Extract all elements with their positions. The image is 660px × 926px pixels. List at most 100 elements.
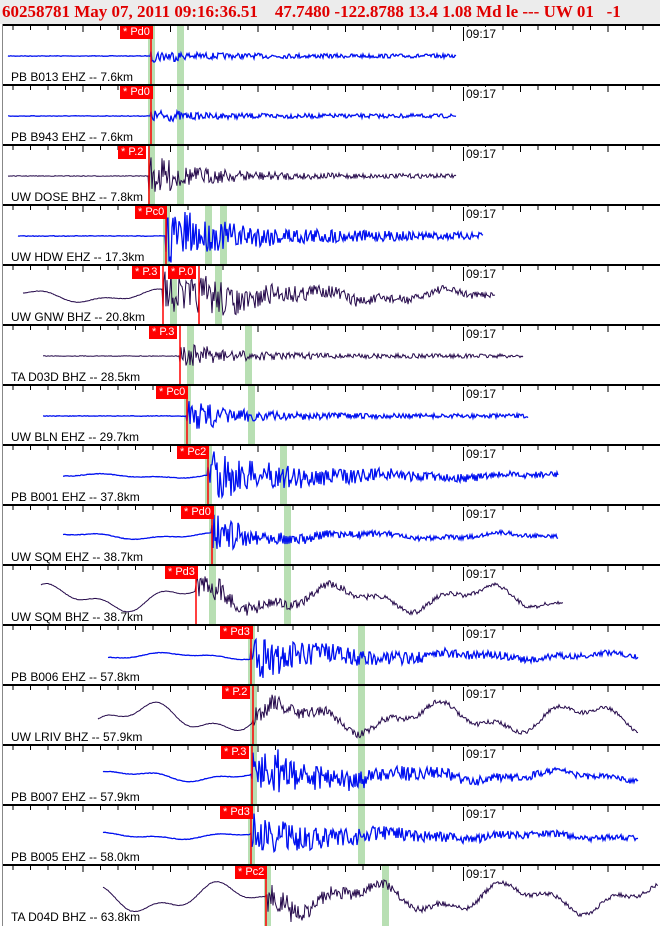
channel-label: UW SQM BHZ -- 38.7km	[11, 610, 144, 624]
phase-band	[284, 566, 291, 626]
time-label: 09:17	[463, 747, 497, 761]
waveform-trace	[7, 157, 457, 192]
waveform-trace	[22, 271, 496, 316]
phase-band	[245, 326, 252, 386]
pick-label[interactable]: * Pd3	[220, 806, 253, 819]
time-label: 09:17	[463, 87, 497, 101]
pick-label[interactable]: * Pd0	[181, 506, 214, 519]
waveform-plot	[12, 266, 644, 326]
pick-label[interactable]: * P.3	[132, 266, 161, 279]
channel-label: PB B013 EHZ -- 7.6km	[11, 70, 134, 84]
waveform-plot	[7, 146, 644, 206]
channel-row[interactable]: * P.3 09:17 PB B007 EHZ -- 57.9km	[3, 744, 660, 806]
channel-row[interactable]: * Pd0 09:17 PB B943 EHZ -- 7.6km	[3, 84, 660, 146]
time-label: 09:17	[463, 327, 497, 341]
time-label: 09:17	[463, 387, 497, 401]
time-label: 09:17	[463, 267, 497, 281]
channel-row[interactable]: * Pd0 09:17 PB B013 EHZ -- 7.6km	[3, 24, 660, 86]
waveform-plot	[12, 746, 644, 806]
waveform-plot	[12, 686, 644, 746]
pick-label[interactable]: * Pc2	[177, 446, 210, 459]
time-label: 09:17	[463, 687, 497, 701]
time-label: 09:17	[463, 567, 497, 581]
pick-label[interactable]: * P.3	[149, 326, 178, 339]
channel-label: TA D04D BHZ -- 63.8km	[11, 910, 141, 924]
pick-label[interactable]: * Pd0	[120, 86, 153, 99]
waveform-trace	[102, 813, 639, 854]
waveform-plot	[12, 506, 644, 566]
pick-label[interactable]: * Pc0	[135, 206, 168, 219]
pick-label[interactable]: * Pc0	[156, 386, 189, 399]
channel-row[interactable]: * P.2 09:17 UW DOSE BHZ -- 7.8km	[3, 144, 660, 206]
pick-label[interactable]: * P.3	[221, 746, 250, 759]
waveform-plot	[12, 386, 644, 446]
channel-row[interactable]: * Pc0 09:17 UW BLN EHZ -- 29.7km	[3, 384, 660, 446]
channel-row[interactable]: * Pc2 09:17 TA D04D BHZ -- 63.8km	[3, 864, 660, 926]
waveform-trace	[62, 451, 559, 500]
channel-label: PB B943 EHZ -- 7.6km	[11, 130, 134, 144]
channel-row[interactable]: * P.3 09:17 TA D03D BHZ -- 28.5km	[3, 324, 660, 386]
phase-band	[382, 866, 389, 926]
channel-row[interactable]: * P.2 09:17 UW LRIV BHZ -- 57.9km	[3, 684, 660, 746]
phase-band	[177, 146, 184, 206]
waveform-trace	[7, 50, 457, 64]
pick-label[interactable]: * P.2	[222, 686, 251, 699]
waveform-plot	[12, 446, 644, 506]
waveform-plot	[12, 326, 644, 386]
pick-label[interactable]: * P.2	[118, 146, 147, 159]
phase-band	[358, 686, 365, 746]
channel-row[interactable]: * Pd3 09:17 PB B005 EHZ -- 58.0km	[3, 804, 660, 866]
channel-label: UW HDW EHZ -- 17.3km	[11, 250, 145, 264]
waveform-trace	[17, 211, 484, 263]
waveform-trace	[62, 514, 559, 551]
channel-label: UW LRIV BHZ -- 57.9km	[11, 730, 143, 744]
time-label: 09:17	[463, 807, 497, 821]
waveform-trace	[102, 878, 659, 923]
phase-band	[250, 746, 257, 806]
channel-row[interactable]: * P.3 * P.0 09:17 UW GNW BHZ -- 20.8km	[3, 264, 660, 326]
channel-label: UW BLN EHZ -- 29.7km	[11, 430, 140, 444]
channel-label: UW DOSE BHZ -- 7.8km	[11, 190, 144, 204]
channel-label: UW SQM EHZ -- 38.7km	[11, 550, 144, 564]
phase-band	[209, 566, 216, 626]
seismogram-panel: * Pd0 09:17 PB B013 EHZ -- 7.6km * Pd0 09:17…	[2, 24, 660, 926]
pick-label[interactable]: * Pc2	[235, 866, 268, 879]
pick-label[interactable]: * Pd3	[220, 626, 253, 639]
waveform-plot	[12, 806, 644, 866]
channel-label: PB B005 EHZ -- 58.0km	[11, 850, 140, 864]
waveform-trace	[97, 694, 639, 739]
phase-band	[170, 266, 177, 326]
pick-label[interactable]: * Pd3	[165, 566, 198, 579]
phase-band	[358, 806, 365, 866]
pick-label[interactable]: * P.0	[168, 266, 197, 279]
waveform-trace	[8, 108, 457, 123]
time-label: 09:17	[463, 207, 497, 221]
channel-row[interactable]: * Pd3 09:17 PB B006 EHZ -- 57.8km	[3, 624, 660, 686]
event-header: 60258781 May 07, 2011 09:16:36.51 47.748…	[0, 0, 660, 24]
channel-label: PB B007 EHZ -- 57.9km	[11, 790, 140, 804]
time-label: 09:17	[463, 627, 497, 641]
waveform-plot	[12, 866, 659, 926]
time-label: 09:17	[463, 867, 497, 881]
time-label: 09:17	[463, 147, 497, 161]
time-label: 09:17	[463, 507, 497, 521]
pick-label[interactable]: * Pd0	[120, 26, 153, 39]
channel-label: TA D03D BHZ -- 28.5km	[11, 370, 141, 384]
waveform-trace	[102, 749, 639, 793]
waveform-trace	[107, 637, 639, 678]
phase-band	[284, 506, 291, 566]
time-label: 09:17	[463, 27, 497, 41]
time-label: 09:17	[463, 447, 497, 461]
waveform-trace	[40, 576, 564, 616]
channel-row[interactable]: * Pc0 09:17 UW HDW EHZ -- 17.3km	[3, 204, 660, 266]
channel-label: PB B001 EHZ -- 37.8km	[11, 490, 140, 504]
channel-row[interactable]: * Pd3 09:17 UW SQM BHZ -- 38.7km	[3, 564, 660, 626]
channel-label: PB B006 EHZ -- 57.8km	[11, 670, 140, 684]
waveform-trace	[42, 343, 524, 366]
waveform-trace	[42, 401, 529, 429]
channel-row[interactable]: * Pd0 09:17 UW SQM EHZ -- 38.7km	[3, 504, 660, 566]
waveform-plot	[12, 206, 644, 266]
waveform-plot	[12, 566, 644, 626]
channel-label: UW GNW BHZ -- 20.8km	[11, 310, 145, 324]
channel-row[interactable]: * Pc2 09:17 PB B001 EHZ -- 37.8km	[3, 444, 660, 506]
